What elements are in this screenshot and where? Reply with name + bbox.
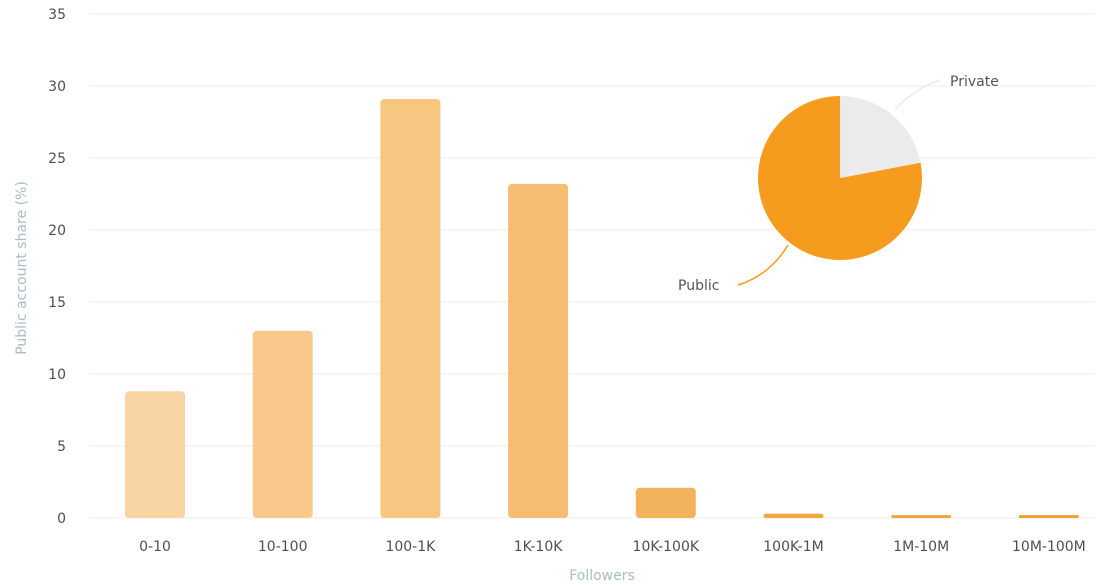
- y-tick-label: 25: [48, 151, 66, 167]
- y-tick-label: 10: [48, 367, 66, 383]
- bar: [252, 330, 313, 518]
- bar: [635, 487, 696, 518]
- pie-slice-public: [758, 96, 922, 261]
- x-axis-title: Followers: [569, 568, 635, 584]
- y-axis-ticks: 0 5 10 15 20 25 30 35: [48, 7, 66, 527]
- y-tick-label: 5: [57, 439, 66, 455]
- x-tick-label: 100K-1M: [763, 539, 823, 555]
- x-tick-label: 10K-100K: [633, 539, 700, 555]
- y-tick-label: 20: [48, 223, 66, 239]
- pie-label-private: Private: [950, 74, 999, 90]
- leader-line-public: [737, 244, 789, 286]
- bar: [380, 98, 441, 519]
- bars: [125, 98, 1079, 519]
- x-tick-label: 1M-10M: [893, 539, 949, 555]
- x-tick-label: 0-10: [139, 539, 171, 555]
- pie-label-public: Public: [678, 278, 719, 294]
- bar: [763, 513, 824, 518]
- x-tick-label: 10-100: [258, 539, 308, 555]
- y-tick-label: 0: [57, 511, 66, 527]
- pie-chart: Private Public: [678, 74, 999, 294]
- leader-line-private: [894, 79, 941, 111]
- gridlines: [90, 13, 1095, 519]
- pie-slice-private: [840, 96, 921, 178]
- x-tick-label: 10M-100M: [1012, 539, 1086, 555]
- x-tick-label: 100-1K: [385, 539, 436, 555]
- bar: [1018, 515, 1079, 518]
- x-axis-ticks: 0-10 10-100 100-1K 1K-10K 10K-100K 100K-1M 1M-…: [139, 539, 1086, 555]
- y-axis-title: Public account share (%): [14, 181, 30, 355]
- bar: [125, 391, 185, 518]
- y-tick-label: 35: [48, 7, 66, 23]
- bar: [891, 515, 952, 518]
- bar: [508, 183, 569, 519]
- x-tick-label: 1K-10K: [514, 539, 563, 555]
- y-tick-label: 30: [48, 79, 66, 95]
- y-tick-label: 15: [48, 295, 66, 311]
